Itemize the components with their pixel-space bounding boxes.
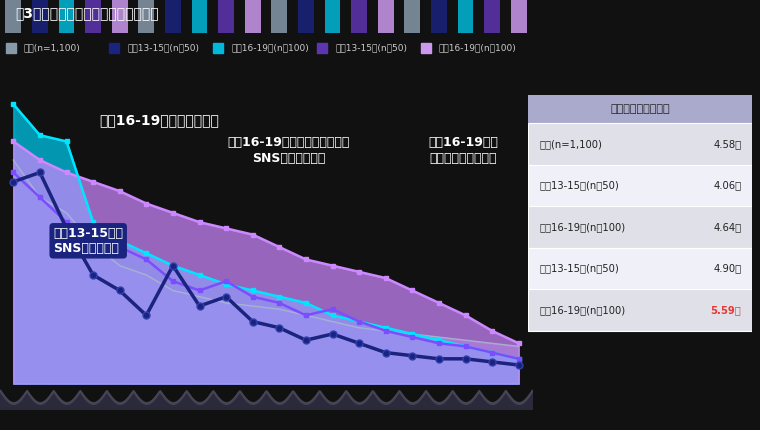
Bar [378, 0, 394, 33]
Bar [5, 0, 21, 33]
Text: 男甓13-15歳(n＝50): 男甓13-15歳(n＝50) [540, 181, 619, 190]
Bar [218, 0, 234, 33]
Text: 男甓16-19歳(n＝100): 男甓16-19歳(n＝100) [231, 43, 309, 52]
Bar [458, 0, 473, 33]
Bar [404, 0, 420, 33]
Text: 女甓16-19歳はゲームの他に、
SNS・音楽も高い: 女甓16-19歳はゲームの他に、 SNS・音楽も高い [227, 136, 350, 165]
Bar [431, 0, 447, 33]
Bar [351, 0, 367, 33]
Bar [528, 165, 752, 206]
Text: 女甓13-15歳(n＝50): 女甓13-15歳(n＝50) [335, 43, 407, 52]
Text: 女甓16-19歳は
様々な時間の使い方: 女甓16-19歳は 様々な時間の使い方 [429, 136, 499, 165]
Bar [165, 0, 181, 33]
Text: 男甓13-15歳は
SNSデビュー前: 男甓13-15歳は SNSデビュー前 [53, 227, 123, 255]
Bar [32, 0, 48, 33]
Bar [59, 0, 74, 33]
Bar [271, 0, 287, 33]
Text: 選択肢平均回答個数: 選択肢平均回答個数 [610, 104, 670, 114]
Text: 男甓13-15歳(n＝50): 男甓13-15歳(n＝50) [128, 43, 200, 52]
Bar [112, 0, 128, 33]
Text: 女甓16-19歳(n＝100): 女甓16-19歳(n＝100) [540, 305, 625, 315]
Bar [85, 0, 101, 33]
Bar [511, 0, 527, 33]
Text: 全体(n=1,100): 全体(n=1,100) [540, 139, 602, 149]
Bar [528, 248, 752, 289]
Text: 全体(n=1,100): 全体(n=1,100) [24, 43, 81, 52]
Text: 4.58個: 4.58個 [713, 139, 741, 149]
Bar [298, 0, 314, 33]
Text: 4.64個: 4.64個 [713, 222, 741, 232]
Bar [528, 206, 752, 248]
Text: 4.90個: 4.90個 [713, 264, 741, 273]
Bar [528, 289, 752, 331]
Bar [528, 123, 752, 165]
Bar [325, 0, 340, 33]
Text: 男甓16-19歳(n＝100): 男甓16-19歳(n＝100) [540, 222, 625, 232]
Text: 女甓13-15歳(n＝50): 女甓13-15歳(n＝50) [540, 264, 619, 273]
Text: 5.59個: 5.59個 [711, 305, 741, 315]
Text: 4.06個: 4.06個 [713, 181, 741, 190]
Text: 図3　直近１ヶ月間の余暇時間の行動: 図3 直近１ヶ月間の余暇時間の行動 [15, 6, 159, 21]
Bar [245, 0, 261, 33]
FancyBboxPatch shape [528, 95, 752, 123]
Text: 女甓16-19歳(n＝100): 女甓16-19歳(n＝100) [439, 43, 517, 52]
Text: 男甓16-19歳はゲーム高め: 男甓16-19歳はゲーム高め [99, 114, 219, 127]
Bar [192, 0, 207, 33]
Bar [138, 0, 154, 33]
Bar [484, 0, 500, 33]
